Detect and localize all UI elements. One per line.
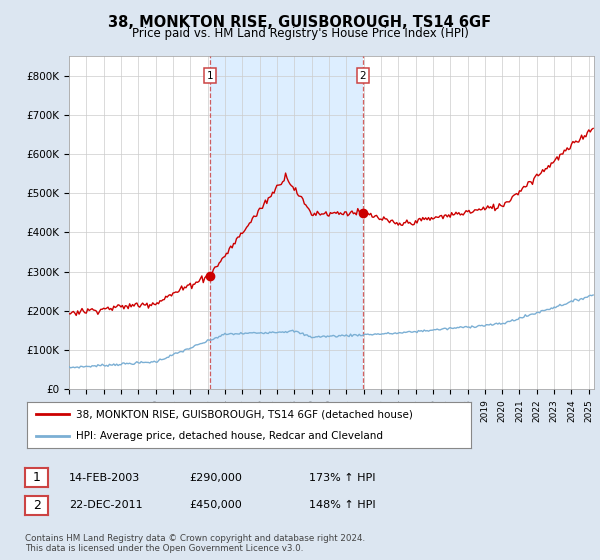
Text: 173% ↑ HPI: 173% ↑ HPI xyxy=(309,473,376,483)
Text: HPI: Average price, detached house, Redcar and Cleveland: HPI: Average price, detached house, Redc… xyxy=(76,431,383,441)
Text: £290,000: £290,000 xyxy=(189,473,242,483)
Text: 1: 1 xyxy=(32,471,41,484)
Text: 148% ↑ HPI: 148% ↑ HPI xyxy=(309,500,376,510)
Text: 38, MONKTON RISE, GUISBOROUGH, TS14 6GF (detached house): 38, MONKTON RISE, GUISBOROUGH, TS14 6GF … xyxy=(76,409,413,419)
Text: 2: 2 xyxy=(32,498,41,512)
Text: Price paid vs. HM Land Registry's House Price Index (HPI): Price paid vs. HM Land Registry's House … xyxy=(131,27,469,40)
Text: 22-DEC-2011: 22-DEC-2011 xyxy=(69,500,143,510)
Bar xyxy=(209,56,363,389)
Text: 2: 2 xyxy=(360,71,367,81)
Text: £450,000: £450,000 xyxy=(189,500,242,510)
Text: 38, MONKTON RISE, GUISBOROUGH, TS14 6GF: 38, MONKTON RISE, GUISBOROUGH, TS14 6GF xyxy=(109,15,491,30)
Text: 14-FEB-2003: 14-FEB-2003 xyxy=(69,473,140,483)
Text: 1: 1 xyxy=(206,71,213,81)
Text: Contains HM Land Registry data © Crown copyright and database right 2024.
This d: Contains HM Land Registry data © Crown c… xyxy=(25,534,365,553)
